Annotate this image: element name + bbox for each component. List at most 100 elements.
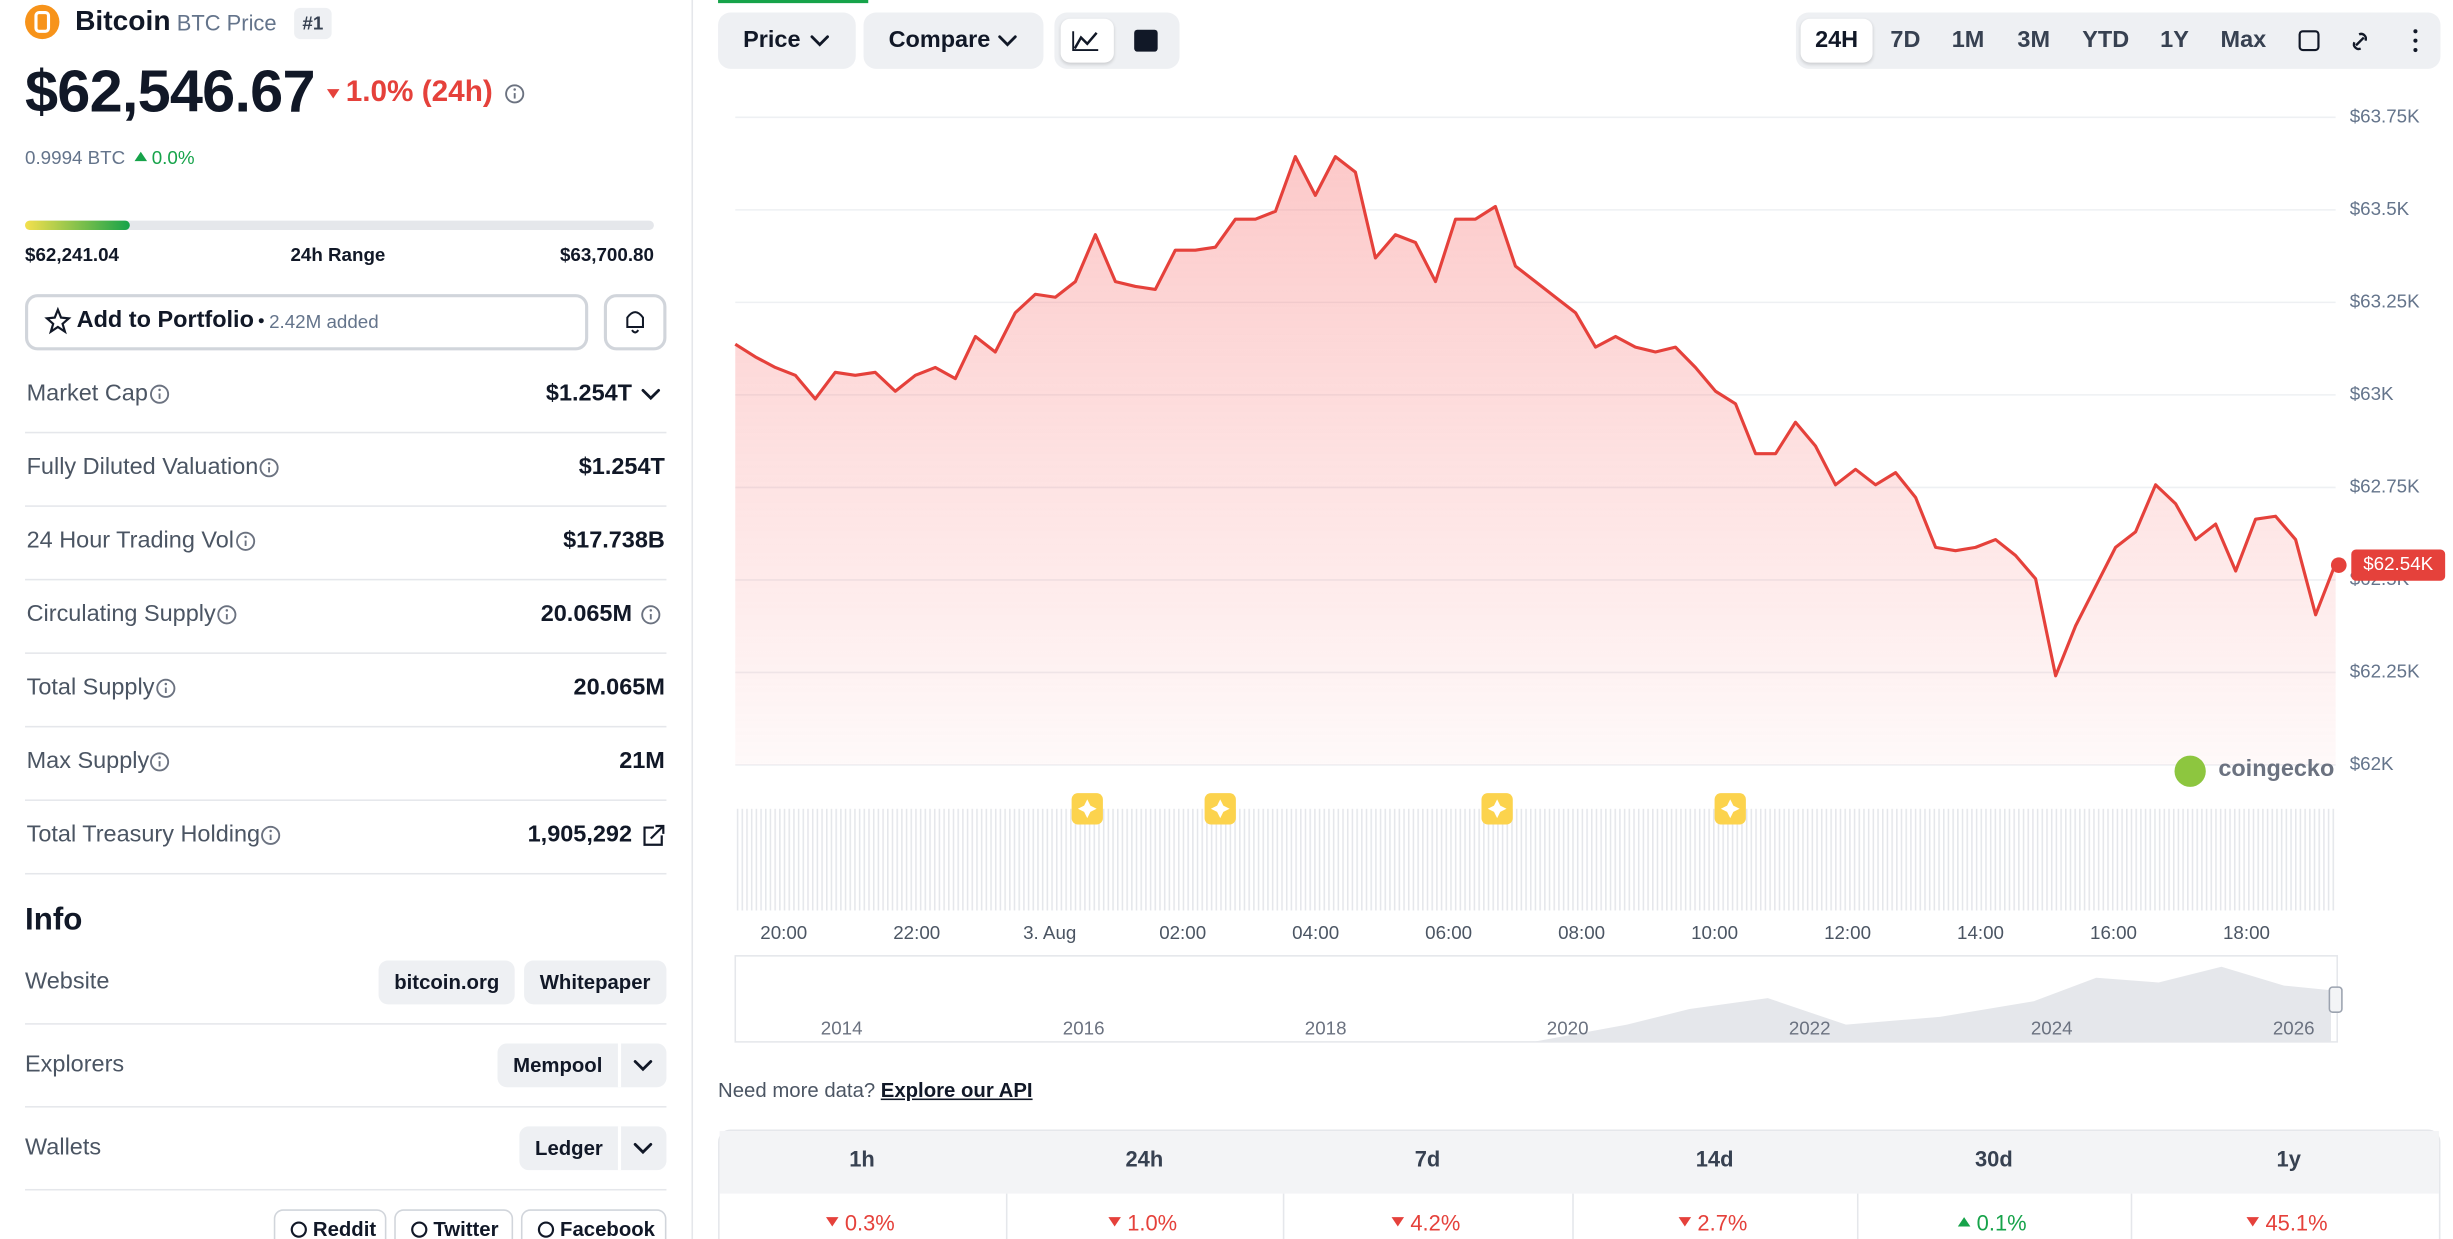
range-track [25, 220, 654, 230]
text: Wallets [25, 1134, 102, 1161]
link-button[interactable] [378, 960, 515, 1005]
link-label[interactable]: Mempool [513, 1053, 603, 1077]
separator [25, 652, 667, 654]
separator [25, 725, 667, 728]
event-star [1720, 799, 1740, 819]
line-style-button[interactable] [1060, 18, 1114, 63]
range-button[interactable]: 1Y [2160, 26, 2189, 54]
price-area [735, 156, 2336, 765]
text: Add to Portfolio [76, 306, 254, 334]
text: 24h [1125, 1146, 1164, 1172]
text: 14d [1695, 1146, 1734, 1172]
info-icon [244, 535, 247, 539]
social-button[interactable] [394, 1209, 514, 1239]
range-button[interactable]: 24H [1815, 26, 1859, 54]
link-label[interactable]: Whitepaper [539, 970, 651, 994]
x-tick-label: 14:00 [1957, 922, 2004, 943]
coin-logo-mark [34, 10, 51, 33]
watermark-logo [2174, 755, 2206, 787]
info-icon [513, 88, 516, 91]
text: 2.7% [1697, 1210, 1748, 1236]
social-label[interactable]: Twitter [433, 1217, 499, 1239]
current-price-tag [2351, 549, 2446, 581]
social-label[interactable]: Reddit [312, 1217, 377, 1239]
social-button[interactable] [520, 1209, 667, 1239]
y-tick-label: $62.25K [2350, 660, 2420, 681]
text: 30d [1974, 1146, 2013, 1172]
event-star [1210, 799, 1230, 819]
text: $1.254T [578, 453, 665, 481]
current-price-label: $62.54K [2363, 553, 2433, 574]
text: $62,546.67 [25, 59, 315, 126]
button-label[interactable]: Compare [888, 26, 991, 54]
x-tick-label: 20:00 [760, 922, 807, 943]
range-button[interactable]: YTD [2082, 26, 2130, 54]
separator [25, 431, 667, 434]
x-tick-label: 16:00 [2090, 922, 2137, 943]
separator [25, 799, 667, 801]
chevron-icon [641, 388, 661, 401]
text: $63,700.80 [559, 243, 654, 266]
active-tab-bar [718, 0, 869, 4]
text: 20.065M [573, 674, 665, 701]
text: BTC Price [176, 10, 277, 36]
api-link[interactable]: Explore our API [880, 1078, 1033, 1102]
button-label[interactable]: Price [743, 26, 801, 54]
text: Info [25, 902, 83, 938]
arrow-icon [134, 151, 148, 162]
column-divider [1005, 1193, 1008, 1239]
social-label[interactable]: Facebook [560, 1217, 655, 1239]
info-icon [158, 756, 161, 759]
text: 0.3% [844, 1210, 895, 1236]
separator [25, 872, 667, 875]
text: 45.1% [2265, 1210, 2328, 1236]
range-button[interactable]: Max [2220, 26, 2267, 54]
range-fill [25, 220, 130, 230]
price-line [734, 155, 2338, 678]
text: $62,241.04 [25, 243, 119, 266]
range-button[interactable]: 1M [1951, 26, 1985, 54]
navigator-handle [2328, 986, 2343, 1013]
text: Total Treasury Holding [26, 821, 261, 848]
x-tick-label: 08:00 [1558, 922, 1605, 943]
price-button[interactable] [718, 12, 856, 69]
alert-button[interactable] [603, 294, 667, 351]
coin-logo [25, 4, 60, 40]
event-badge [1481, 793, 1513, 825]
x-tick-label: 12:00 [1824, 922, 1871, 943]
event-star [1487, 799, 1507, 819]
text: 20.065M [540, 600, 633, 628]
text: 0.1% [1976, 1210, 2027, 1236]
range-selected [1800, 18, 1873, 63]
add-portfolio-button[interactable] [25, 294, 589, 351]
text: 2.42M added [269, 311, 379, 333]
info-icon [649, 609, 653, 612]
link-label[interactable]: Ledger [535, 1136, 603, 1160]
text: 0.0% [151, 146, 195, 169]
text: $1.254T [545, 380, 633, 407]
link-button[interactable] [524, 960, 667, 1005]
x-tick-label: 10:00 [1691, 922, 1738, 943]
text: 1,905,292 [527, 821, 633, 848]
x-tick-label: 22:00 [893, 922, 940, 943]
navigator-year: 2026 [2273, 1017, 2315, 1038]
tradingview-button[interactable] [1122, 19, 1172, 63]
navigator-year: 2024 [2031, 1017, 2073, 1038]
social-button[interactable] [273, 1209, 387, 1239]
separator [25, 1023, 667, 1025]
y-tick-label: $63.5K [2350, 198, 2410, 219]
text: 4.2% [1410, 1210, 1461, 1236]
navigator-year: 2020 [1547, 1017, 1589, 1038]
link-label[interactable]: bitcoin.org [394, 970, 500, 994]
text: 24 Hour Trading Vol [26, 527, 235, 554]
watermark: coingecko [2218, 755, 2334, 781]
range-button[interactable]: 7D [1890, 26, 1921, 54]
event-star [1077, 799, 1097, 819]
info-icon [505, 84, 525, 104]
text: Explorers [25, 1051, 125, 1078]
range-button[interactable]: 3M [2017, 26, 2051, 54]
performance-header [719, 1131, 2439, 1194]
